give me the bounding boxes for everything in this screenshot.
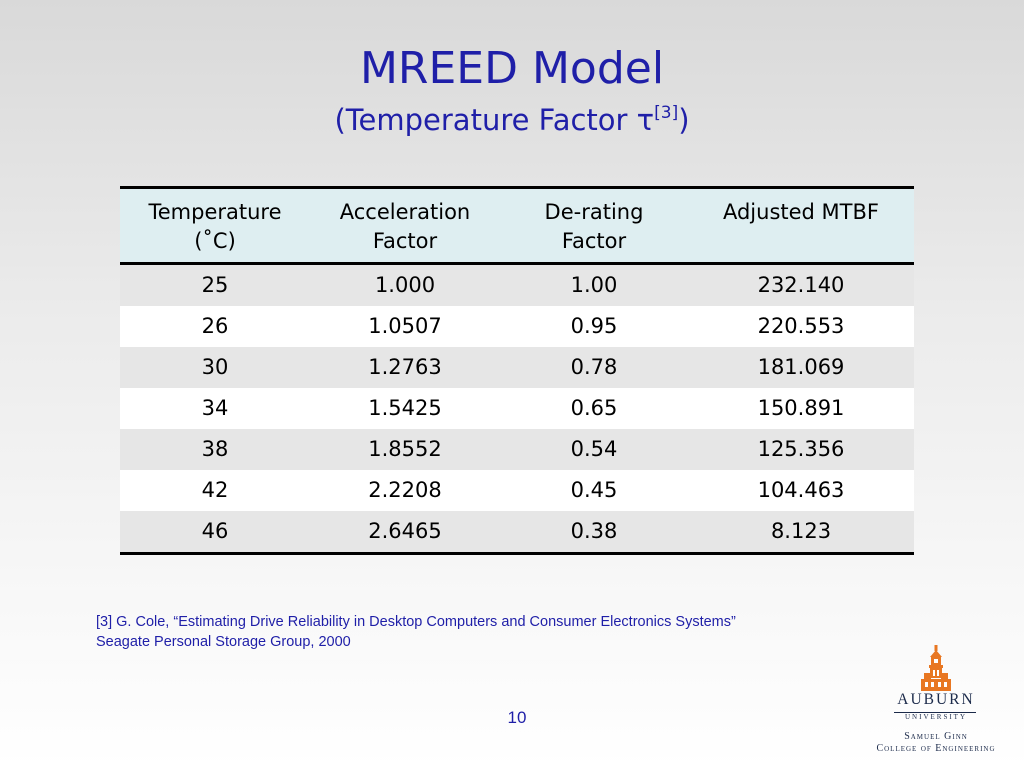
table-cell: 232.140 [688,263,914,306]
logo-wordmark: AUBURN [897,691,975,708]
header-derating-factor: De-rating Factor [500,187,688,265]
table-cell: 2.2208 [310,470,500,511]
logo-college: Samuel Ginn College of Engineering [866,731,1006,755]
subtitle-close: ) [678,103,690,137]
table-cell: 1.000 [310,263,500,306]
table-cell: 0.65 [500,388,688,429]
table-cell: 2.6465 [310,511,500,554]
logo-college-line-2: College of Engineering [876,743,996,754]
mtbf-table: Temperature (˚C) Acceleration Factor De-ra… [120,186,914,555]
table-cell: 1.2763 [310,347,500,388]
reference-line-2: Seagate Personal Storage Group, 2000 [96,634,351,650]
table-cell: 150.891 [688,388,914,429]
table-cell: 34 [120,388,310,429]
table-cell: 8.123 [688,511,914,554]
table-cell: 46 [120,511,310,554]
table-cell: 38 [120,429,310,470]
reference-citation: [3] G. Cole, “Estimating Drive Reliabili… [96,612,916,652]
table-cell: 0.54 [500,429,688,470]
slide-title: MREED Model [359,43,665,94]
header-acceleration-factor: Acceleration Factor [310,187,500,265]
table-cell: 0.95 [500,306,688,347]
reference-line-1: [3] G. Cole, “Estimating Drive Reliabili… [96,614,736,630]
subtitle-text: (Temperature Factor τ [334,103,655,137]
table-row: 25 1.000 1.00 232.140 [120,263,914,306]
table-row: 34 1.5425 0.65 150.891 [120,388,914,429]
table-row: 46 2.6465 0.38 8.123 [120,511,914,554]
subtitle-citation: [3] [654,103,679,123]
table-row: 42 2.2208 0.45 104.463 [120,470,914,511]
table-cell: 104.463 [688,470,914,511]
table-cell: 1.5425 [310,388,500,429]
table-cell: 30 [120,347,310,388]
table-row: 30 1.2763 0.78 181.069 [120,347,914,388]
table-row: 38 1.8552 0.54 125.356 [120,429,914,470]
logo-divider [894,712,976,713]
samford-tower-icon [921,645,951,691]
table-row: 26 1.0507 0.95 220.553 [120,306,914,347]
table-cell: 220.553 [688,306,914,347]
slide-subtitle: (Temperature Factor τ[3]) [0,100,1024,140]
table-cell: 25 [120,263,310,306]
table-cell: 0.38 [500,511,688,554]
table-cell: 1.00 [500,263,688,306]
table-cell: 1.0507 [310,306,500,347]
logo-college-line-1: Samuel Ginn [904,731,968,742]
table-cell: 42 [120,470,310,511]
table-cell: 0.45 [500,470,688,511]
table-cell: 0.78 [500,347,688,388]
header-temperature: Temperature (˚C) [120,187,310,265]
table-cell: 125.356 [688,429,914,470]
table-header-row: Temperature (˚C) Acceleration Factor De-ra… [120,187,914,265]
auburn-logo: AUBURN UNIVERSITY Samuel Ginn College of… [866,645,1006,760]
table-cell: 1.8552 [310,429,500,470]
logo-university: UNIVERSITY [905,713,967,721]
table-cell: 26 [120,306,310,347]
header-adjusted-mtbf: Adjusted MTBF [688,187,914,265]
page-number: 10 [507,708,527,727]
table-cell: 181.069 [688,347,914,388]
